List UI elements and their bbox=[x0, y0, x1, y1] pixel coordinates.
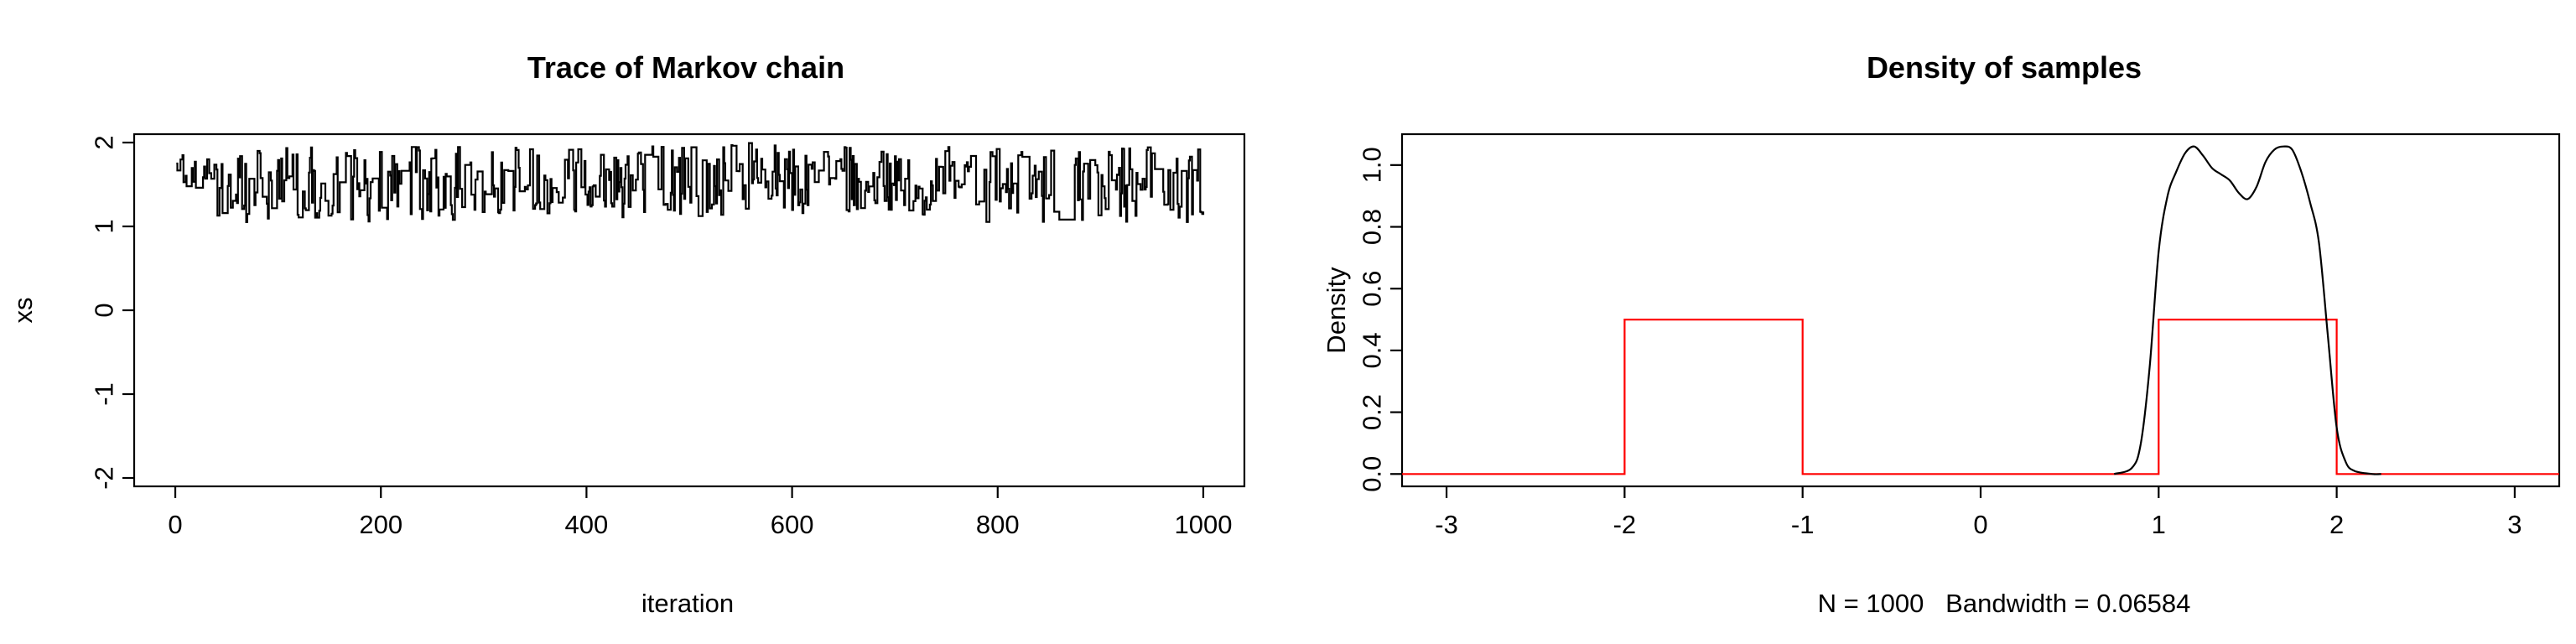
trace-y-tick-label: 0 bbox=[90, 303, 119, 317]
density-x-tick-label: 2 bbox=[2329, 510, 2344, 539]
density-x-axis: -3 -2 -1 0 1 2 3 bbox=[1435, 486, 2522, 539]
density-x-tick-label: 3 bbox=[2507, 510, 2521, 539]
trace-series-line bbox=[176, 142, 1205, 223]
trace-x-tick-label: 200 bbox=[359, 510, 402, 539]
density-y-tick-label: 0.8 bbox=[1358, 209, 1387, 245]
trace-x-tick-label: 800 bbox=[976, 510, 1020, 539]
trace-y-axis: -2 -1 0 1 2 bbox=[90, 135, 134, 490]
trace-x-tick-label: 400 bbox=[565, 510, 609, 539]
density-title: Density of samples bbox=[1867, 50, 2142, 85]
density-plot-frame bbox=[1400, 132, 2561, 488]
density-x-tick-label: -1 bbox=[1791, 510, 1815, 539]
trace-x-tick-label: 0 bbox=[168, 510, 182, 539]
trace-panel: Trace of Markov chain -2 -1 0 1 2 0 200 400 600… bbox=[8, 50, 1246, 618]
density-x-tick-label: -3 bbox=[1435, 510, 1458, 539]
density-x-tick-label: 0 bbox=[1973, 510, 1987, 539]
trace-title: Trace of Markov chain bbox=[527, 50, 844, 85]
density-y-tick-label: 0.6 bbox=[1358, 271, 1387, 307]
density-y-tick-label: 0.0 bbox=[1358, 456, 1387, 492]
density-x-label: N = 1000 Bandwidth = 0.06584 bbox=[1818, 589, 2191, 618]
trace-x-tick-label: 1000 bbox=[1174, 510, 1232, 539]
density-y-tick-label: 0.2 bbox=[1358, 394, 1387, 430]
density-x-tick-label: 1 bbox=[2152, 510, 2166, 539]
density-y-axis: 0.0 0.2 0.4 0.6 0.8 1.0 bbox=[1358, 147, 1402, 492]
density-panel: Density of samples 0.0 0.2 0.4 0.6 0.8 1.0 -3… bbox=[1322, 50, 2561, 618]
kernel-density-line bbox=[2113, 145, 2381, 475]
trace-y-tick-label: 1 bbox=[90, 219, 119, 233]
density-y-tick-label: 1.0 bbox=[1358, 147, 1387, 183]
density-y-label: Density bbox=[1322, 267, 1351, 354]
trace-y-label: xs bbox=[8, 298, 38, 324]
trace-y-tick-label: -2 bbox=[90, 466, 119, 490]
trace-x-axis: 0 200 400 600 800 1000 bbox=[168, 486, 1232, 539]
trace-y-tick-label: -1 bbox=[90, 382, 119, 406]
trace-y-tick-label: 2 bbox=[90, 135, 119, 149]
density-x-tick-label: -2 bbox=[1613, 510, 1637, 539]
trace-x-tick-label: 600 bbox=[771, 510, 814, 539]
true-density-step-line bbox=[1402, 319, 2559, 475]
density-y-tick-label: 0.4 bbox=[1358, 332, 1387, 368]
trace-x-label: iteration bbox=[641, 589, 734, 618]
